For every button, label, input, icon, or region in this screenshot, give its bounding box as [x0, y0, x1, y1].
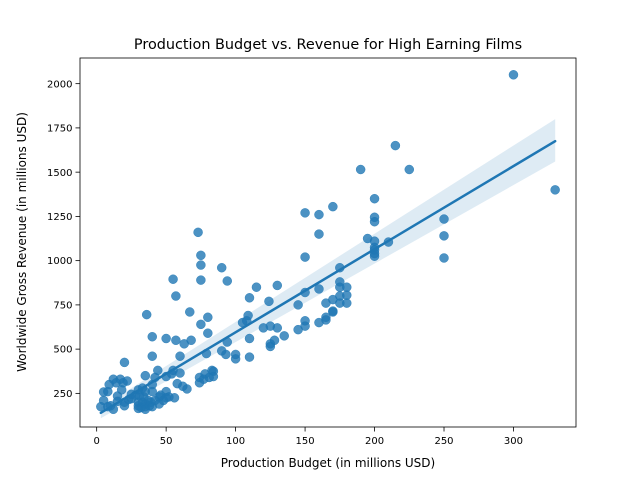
scatter-point — [196, 260, 206, 270]
scatter-point — [355, 164, 366, 175]
scatter-point — [175, 368, 185, 378]
scatter-point — [251, 282, 262, 292]
scatter-point — [390, 140, 401, 151]
scatter-point — [147, 351, 157, 361]
scatter-point — [300, 321, 310, 331]
scatter-point — [244, 352, 255, 362]
scatter-point — [196, 250, 206, 261]
scatter-point — [122, 376, 132, 386]
scatter-point — [300, 208, 310, 218]
x-axis-ticks: 0 50 100 150 200 250 300 — [93, 427, 523, 447]
scatter-point — [140, 370, 151, 381]
scatter-point — [264, 296, 274, 307]
scatter-point — [168, 274, 178, 284]
x-tick-label: 100 — [226, 436, 245, 447]
scatter-point — [186, 335, 196, 346]
scatter-point — [342, 290, 352, 300]
scatter-point — [342, 282, 352, 292]
scatter-point — [269, 335, 280, 346]
scatter-point — [369, 251, 380, 261]
scatter-point — [221, 349, 231, 360]
scatter-point — [314, 229, 324, 239]
scatter-point — [439, 231, 449, 241]
scatter-point — [208, 371, 219, 382]
y-tick-label: 1750 — [47, 124, 72, 135]
x-tick-label: 200 — [365, 436, 384, 447]
scatter-point — [272, 280, 283, 291]
scatter-point — [171, 291, 181, 301]
scatter-point — [216, 262, 227, 273]
scatter-point — [279, 331, 289, 341]
scatter-point — [321, 315, 331, 325]
scatter-point — [222, 276, 233, 286]
scatter-point — [147, 386, 157, 397]
scatter-point — [328, 201, 338, 212]
x-tick-label: 150 — [296, 436, 315, 447]
x-tick-label: 300 — [504, 436, 523, 447]
scatter-point — [182, 384, 192, 394]
scatter-point — [230, 349, 241, 360]
y-tick-label: 500 — [53, 345, 72, 356]
y-tick-label: 1250 — [47, 212, 72, 223]
scatter-point — [119, 357, 130, 368]
scatter-point — [369, 216, 380, 227]
x-tick-label: 50 — [160, 436, 173, 447]
scatter-point — [293, 300, 303, 310]
regression-line — [99, 139, 557, 415]
y-tick-label: 1500 — [47, 168, 72, 179]
scatter-point — [300, 252, 310, 262]
scatter-point — [185, 307, 195, 317]
scatter-point — [439, 253, 449, 263]
y-tick-label: 750 — [53, 300, 72, 311]
scatter-point — [508, 70, 519, 80]
scatter-point — [196, 319, 206, 330]
scatter-point — [169, 393, 180, 403]
scatter-points — [96, 70, 560, 415]
scatter-point — [153, 365, 163, 376]
scatter-point — [550, 185, 560, 195]
scatter-point — [203, 312, 213, 323]
scatter-point — [203, 328, 213, 338]
scatter-point — [328, 307, 338, 317]
scatter-point — [404, 164, 415, 175]
scatter-point — [196, 275, 206, 285]
plot-area: 0 50 100 150 200 250 300 250 500 750 1000 1250 1500 1… — [47, 57, 577, 447]
y-axis-ticks: 250 500 750 1000 1250 1500 1750 2000 — [47, 79, 80, 400]
scatter-point — [244, 333, 255, 344]
scatter-point — [439, 214, 449, 224]
confidence-band — [100, 119, 556, 419]
scatter-point — [243, 310, 253, 321]
scatter-point — [175, 351, 185, 361]
scatter-point — [147, 331, 157, 342]
x-axis-label: Production Budget (in millions USD) — [221, 456, 435, 470]
scatter-point — [369, 193, 380, 204]
scatter-point — [244, 293, 255, 303]
chart-title: Production Budget vs. Revenue for High E… — [134, 37, 522, 53]
x-tick-label: 250 — [434, 436, 453, 447]
scatter-point — [161, 333, 171, 344]
scatter-point — [193, 227, 203, 238]
y-tick-label: 2000 — [47, 79, 72, 90]
x-tick-label: 0 — [93, 436, 99, 447]
scatter-point — [314, 284, 324, 294]
scatter-point — [342, 298, 352, 308]
y-tick-label: 250 — [53, 389, 72, 400]
y-tick-label: 1000 — [47, 256, 72, 267]
scatter-point — [314, 209, 324, 220]
scatter-point — [141, 309, 152, 320]
scatter-point — [171, 335, 181, 346]
y-axis-label: Worldwide Gross Revenue (in millions USD… — [15, 112, 29, 372]
plot-frame — [79, 57, 577, 428]
scatter-point — [272, 323, 283, 333]
